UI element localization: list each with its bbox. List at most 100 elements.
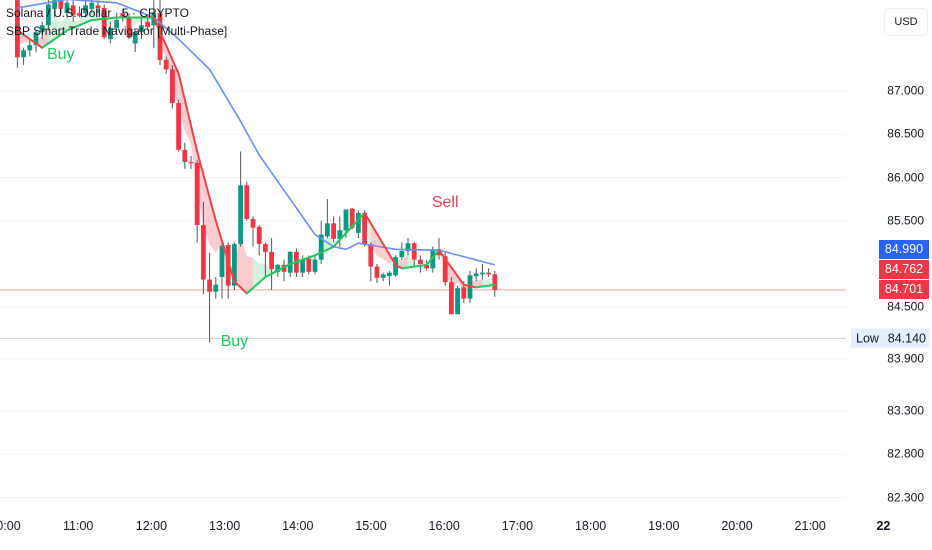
candle-body bbox=[337, 230, 343, 239]
fast-line-tag: 84.762 bbox=[879, 260, 929, 280]
trend-fill bbox=[240, 236, 247, 294]
candle-body bbox=[213, 284, 219, 292]
price-tick: 82.300 bbox=[887, 490, 924, 505]
trend-fill bbox=[60, 16, 67, 35]
time-tick: 12:00 bbox=[135, 519, 168, 533]
last-price-tag: 84.701 bbox=[879, 280, 929, 300]
candle-body bbox=[480, 272, 485, 275]
price-tick: 84.500 bbox=[887, 299, 924, 314]
fast-line-segment bbox=[475, 283, 496, 289]
candle-body bbox=[318, 234, 324, 260]
candle-body bbox=[145, 21, 150, 27]
candle-body bbox=[33, 32, 39, 46]
fast-line-segment bbox=[16, 29, 44, 49]
candle-body bbox=[188, 161, 194, 164]
candle-body bbox=[306, 258, 312, 272]
time-tick: 16:00 bbox=[428, 519, 460, 533]
candle-body bbox=[27, 45, 33, 51]
candle-body bbox=[244, 185, 250, 220]
candle-body bbox=[349, 208, 355, 228]
fast-line-segment bbox=[233, 280, 248, 295]
candle-body bbox=[176, 103, 181, 150]
buy-signal-label: Buy bbox=[47, 45, 75, 63]
trend-fill bbox=[91, 11, 98, 21]
fast-line-segment bbox=[152, 16, 180, 75]
candle-body bbox=[387, 272, 392, 277]
candle-body bbox=[46, 4, 51, 26]
candle-body bbox=[287, 251, 293, 273]
candle-body bbox=[163, 59, 169, 70]
time-tick: 11:00 bbox=[63, 519, 94, 533]
candle-body bbox=[362, 212, 367, 245]
fast-line-segment bbox=[90, 16, 118, 22]
buy-signal-label: Buy bbox=[220, 332, 249, 350]
candle-body bbox=[399, 251, 405, 258]
candle-body bbox=[343, 209, 349, 231]
trend-fill bbox=[73, 20, 80, 28]
candle-body bbox=[83, 5, 88, 14]
candle-body bbox=[449, 282, 454, 315]
candle-body bbox=[436, 249, 442, 256]
fast-line-segment bbox=[400, 263, 428, 270]
candle-body bbox=[15, 0, 20, 58]
time-tick: 17:00 bbox=[501, 519, 534, 533]
fast-line-segment bbox=[289, 254, 316, 265]
sell-signal-label: Sell bbox=[431, 194, 459, 212]
candle-body bbox=[374, 266, 380, 278]
candle-body bbox=[232, 244, 237, 286]
slow-line-tag: 84.990 bbox=[879, 240, 929, 260]
trend-fill bbox=[42, 23, 49, 48]
candle-body bbox=[492, 274, 498, 290]
price-tick: 86.500 bbox=[887, 126, 924, 141]
price-tick: 82.800 bbox=[887, 446, 924, 461]
low-label: Low bbox=[856, 331, 879, 346]
trend-fill bbox=[209, 197, 216, 253]
time-tick: 13:00 bbox=[208, 519, 241, 533]
candle-body bbox=[256, 226, 262, 245]
candle-body bbox=[52, 0, 57, 9]
candle-body bbox=[275, 264, 281, 272]
candle-body bbox=[21, 50, 26, 58]
candle-body bbox=[300, 259, 305, 273]
candle-body bbox=[64, 2, 70, 14]
candle-body bbox=[325, 223, 330, 237]
trend-fill bbox=[135, 17, 142, 25]
candle-body bbox=[411, 243, 417, 260]
candle-body bbox=[182, 149, 188, 162]
candle-body bbox=[170, 69, 175, 104]
fast-line-segment bbox=[214, 219, 236, 283]
candle-body bbox=[77, 13, 82, 16]
trend-fill bbox=[401, 255, 408, 269]
fast-line-segment bbox=[245, 275, 267, 295]
candle-body bbox=[473, 273, 479, 277]
candle-body bbox=[461, 287, 467, 299]
trend-fill bbox=[54, 19, 61, 40]
fast-line-segment bbox=[177, 72, 199, 153]
fast-line-segment bbox=[314, 245, 335, 257]
price-tick: 85.500 bbox=[887, 213, 924, 228]
candle-body bbox=[70, 5, 76, 15]
currency-button[interactable]: USD bbox=[884, 8, 928, 36]
candle-body bbox=[442, 256, 448, 283]
trend-fill bbox=[246, 256, 253, 294]
trend-fill bbox=[48, 19, 55, 44]
price-tick: 87.000 bbox=[887, 83, 924, 98]
low-tag: Low 84.140 bbox=[851, 328, 929, 348]
trend-fill bbox=[253, 257, 260, 288]
indicator-title[interactable]: SBP Smart Trade Navigator [Multi-Phase] bbox=[6, 24, 228, 38]
low-value: 84.140 bbox=[887, 331, 926, 346]
time-tick: 22 bbox=[876, 519, 891, 533]
candle-body bbox=[101, 7, 107, 38]
candle-body bbox=[58, 0, 64, 9]
candle-body bbox=[418, 259, 423, 264]
candle-body bbox=[219, 245, 225, 277]
candle-body bbox=[356, 212, 361, 233]
symbol-title[interactable]: Solana / U.S. Dollar · 5 · CRYPTO bbox=[6, 6, 189, 20]
chart-legend: Solana / U.S. Dollar · 5 · CRYPTO SBP Sm… bbox=[6, 4, 227, 40]
time-tick: 10:00 bbox=[0, 519, 21, 533]
fast-line-segment bbox=[264, 263, 292, 278]
trend-fill bbox=[184, 99, 191, 145]
fast-line-segment bbox=[394, 263, 403, 270]
candle-body bbox=[405, 243, 411, 252]
